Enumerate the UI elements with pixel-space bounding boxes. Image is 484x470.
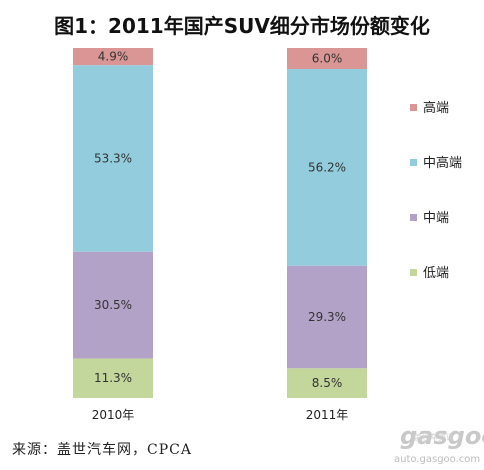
bar-segment-0-1 (73, 251, 153, 359)
category-label-0: 2010年 (92, 408, 135, 422)
bar-segment-0-2 (73, 65, 153, 252)
gasgoo-watermark: gasgoo 盖世车资讯 auto.gasgoo.com (384, 422, 484, 468)
watermark-subtitle: 盖世车资讯 (414, 433, 454, 442)
data-label-0-3: 4.9% (98, 50, 129, 64)
legend-label-0: 高端 (423, 100, 449, 116)
legend-label-1: 中高端 (423, 155, 462, 171)
legend-swatch-1 (410, 159, 417, 166)
watermark-logo: gasgoo (400, 422, 484, 450)
legend-swatch-0 (410, 104, 417, 111)
bars-group: 11.3% 30.5% 53.3% 4.9% 2010年 8.5% 29.3% 56.2% 6.… (73, 48, 367, 422)
bar-segment-0-3 (73, 48, 153, 66)
data-label-1-0: 8.5% (312, 376, 343, 390)
source-note: 来源：盖世汽车网，CPCA (12, 442, 192, 458)
data-label-0-1: 30.5% (94, 298, 132, 312)
bar-segment-1-3 (287, 48, 367, 69)
data-label-0-2: 53.3% (94, 151, 132, 165)
data-label-0-0: 11.3% (94, 371, 132, 385)
legend-swatch-2 (410, 214, 417, 221)
chart-title: 图1：2011年国产SUV细分市场份额变化 (54, 14, 430, 38)
bar-segment-1-0 (287, 368, 367, 398)
legend-label-3: 低端 (423, 266, 449, 281)
bar-segment-1-2 (287, 69, 367, 266)
bar-segment-0-0 (73, 358, 153, 398)
data-label-1-1: 29.3% (308, 310, 346, 324)
category-label-1: 2011年 (306, 408, 349, 422)
bar-segment-1-1 (287, 265, 367, 369)
legend-label-2: 中端 (423, 211, 449, 226)
data-label-1-3: 6.0% (312, 52, 343, 66)
legend-swatch-3 (410, 269, 417, 276)
watermark-url: auto.gasgoo.com (394, 454, 481, 465)
data-label-1-2: 56.2% (308, 160, 346, 174)
